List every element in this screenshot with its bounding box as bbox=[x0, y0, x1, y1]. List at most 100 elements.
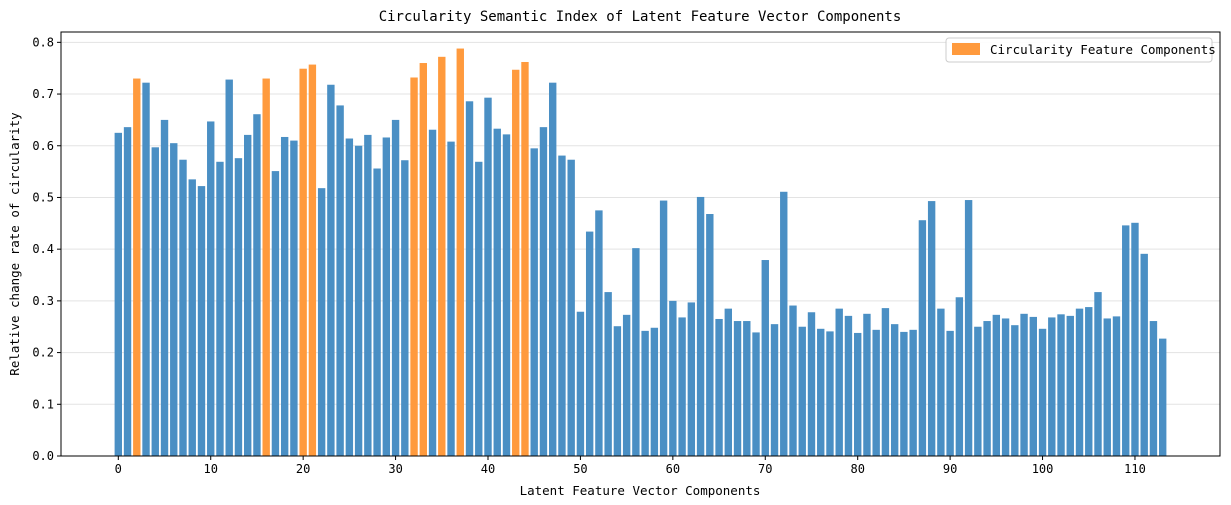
bar bbox=[613, 326, 622, 456]
bar bbox=[290, 140, 298, 456]
bar bbox=[817, 328, 825, 456]
bar bbox=[382, 137, 391, 457]
bar bbox=[530, 148, 538, 456]
bar bbox=[604, 292, 612, 456]
bar bbox=[576, 311, 585, 456]
bar bbox=[391, 119, 400, 456]
bar bbox=[798, 326, 806, 456]
x-tick-label: 100 bbox=[1032, 462, 1054, 476]
bar bbox=[280, 136, 289, 456]
bar bbox=[881, 308, 890, 456]
bar-highlight bbox=[410, 77, 418, 456]
x-tick-label: 110 bbox=[1124, 462, 1146, 476]
x-tick-label: 80 bbox=[850, 462, 864, 476]
bar bbox=[918, 220, 927, 456]
bar bbox=[780, 191, 788, 456]
bar bbox=[937, 308, 945, 456]
legend: Circularity Feature Components bbox=[945, 37, 1216, 63]
bar bbox=[345, 138, 354, 456]
x-tick-label: 10 bbox=[204, 462, 218, 476]
bar bbox=[1020, 313, 1028, 456]
bar bbox=[160, 119, 169, 456]
bar-highlight bbox=[308, 64, 317, 456]
bar bbox=[974, 326, 982, 456]
bar bbox=[761, 260, 769, 456]
y-tick-label: 0.8 bbox=[32, 35, 54, 49]
bar bbox=[909, 329, 917, 456]
bar bbox=[585, 231, 594, 456]
bar bbox=[1131, 222, 1139, 456]
y-axis: 0.0 0.1 0.2 0.3 0.4 0.5 0.6 0.7 0.8 bbox=[32, 35, 61, 463]
bar bbox=[114, 132, 122, 456]
y-tick-label: 0.3 bbox=[32, 294, 54, 308]
bar bbox=[549, 82, 557, 457]
bar bbox=[715, 318, 723, 456]
bar bbox=[770, 324, 779, 456]
bar bbox=[364, 134, 372, 456]
x-tick-label: 20 bbox=[296, 462, 310, 476]
bar bbox=[696, 196, 705, 456]
y-tick-label: 0.0 bbox=[32, 449, 54, 463]
bar bbox=[447, 141, 455, 456]
y-tick-label: 0.1 bbox=[32, 397, 54, 411]
bar bbox=[1001, 318, 1010, 456]
bar bbox=[632, 248, 640, 456]
bar bbox=[179, 159, 187, 456]
bar bbox=[327, 84, 335, 457]
bar-highlight bbox=[262, 78, 270, 456]
bar bbox=[1029, 316, 1037, 456]
bar bbox=[225, 79, 233, 456]
bar bbox=[983, 321, 991, 456]
bar bbox=[271, 171, 280, 456]
bar bbox=[493, 128, 501, 456]
plot-frame bbox=[60, 31, 1221, 457]
bar bbox=[253, 114, 261, 457]
x-tick-label: 90 bbox=[943, 462, 957, 476]
bar bbox=[484, 97, 492, 457]
y-tick-label: 0.2 bbox=[32, 346, 54, 360]
bar bbox=[197, 186, 206, 456]
bar bbox=[1112, 316, 1121, 456]
bar bbox=[244, 134, 252, 456]
bar bbox=[1057, 314, 1065, 456]
bar bbox=[354, 145, 363, 456]
bar bbox=[946, 330, 954, 456]
bar bbox=[1011, 325, 1019, 456]
bar bbox=[687, 302, 696, 456]
bars bbox=[114, 48, 1167, 457]
bar bbox=[835, 308, 843, 456]
bar bbox=[826, 331, 834, 456]
bar bbox=[1094, 292, 1102, 456]
bar bbox=[964, 200, 973, 456]
bar bbox=[188, 179, 196, 457]
bar bbox=[724, 308, 732, 456]
bar bbox=[123, 127, 132, 456]
bar-highlight bbox=[299, 68, 307, 457]
x-axis: 0 10 20 30 40 50 60 70 80 90 100 110 bbox=[115, 456, 1146, 476]
x-axis-label: Latent Feature Vector Components bbox=[520, 483, 761, 498]
bar bbox=[622, 314, 631, 456]
bar bbox=[789, 305, 797, 456]
bar bbox=[1075, 308, 1084, 456]
bar bbox=[678, 317, 686, 456]
legend-swatch bbox=[952, 43, 980, 55]
bar bbox=[854, 332, 862, 456]
bar bbox=[659, 200, 668, 456]
bar bbox=[317, 188, 326, 456]
bar bbox=[844, 315, 853, 456]
bar bbox=[1103, 318, 1111, 456]
legend-label: Circularity Feature Components bbox=[990, 42, 1216, 57]
bar bbox=[955, 297, 964, 456]
bar bbox=[170, 143, 178, 457]
bar bbox=[558, 155, 566, 456]
x-tick-label: 30 bbox=[388, 462, 402, 476]
bar bbox=[401, 160, 409, 457]
bar bbox=[872, 329, 880, 456]
bar bbox=[336, 105, 344, 457]
bar bbox=[752, 332, 760, 456]
x-tick-label: 40 bbox=[481, 462, 495, 476]
bar-highlight bbox=[512, 69, 520, 456]
bar bbox=[890, 324, 899, 456]
bar bbox=[900, 331, 908, 456]
bar bbox=[927, 201, 936, 456]
